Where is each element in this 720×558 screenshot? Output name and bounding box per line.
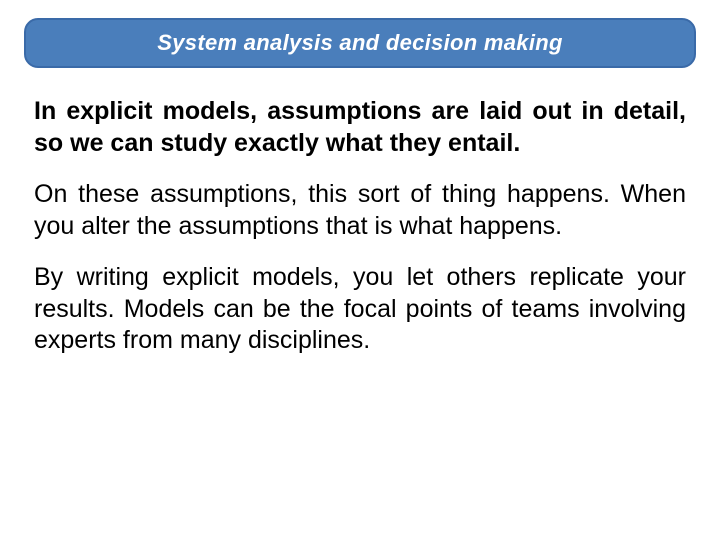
paragraph-1: In explicit models, assumptions are laid… <box>34 96 686 159</box>
content-area: In explicit models, assumptions are laid… <box>0 68 720 357</box>
paragraph-2: On these assumptions, this sort of thing… <box>34 179 686 242</box>
header-banner: System analysis and decision making <box>24 18 696 68</box>
header-title: System analysis and decision making <box>157 30 562 55</box>
paragraph-3: By writing explicit models, you let othe… <box>34 262 686 357</box>
